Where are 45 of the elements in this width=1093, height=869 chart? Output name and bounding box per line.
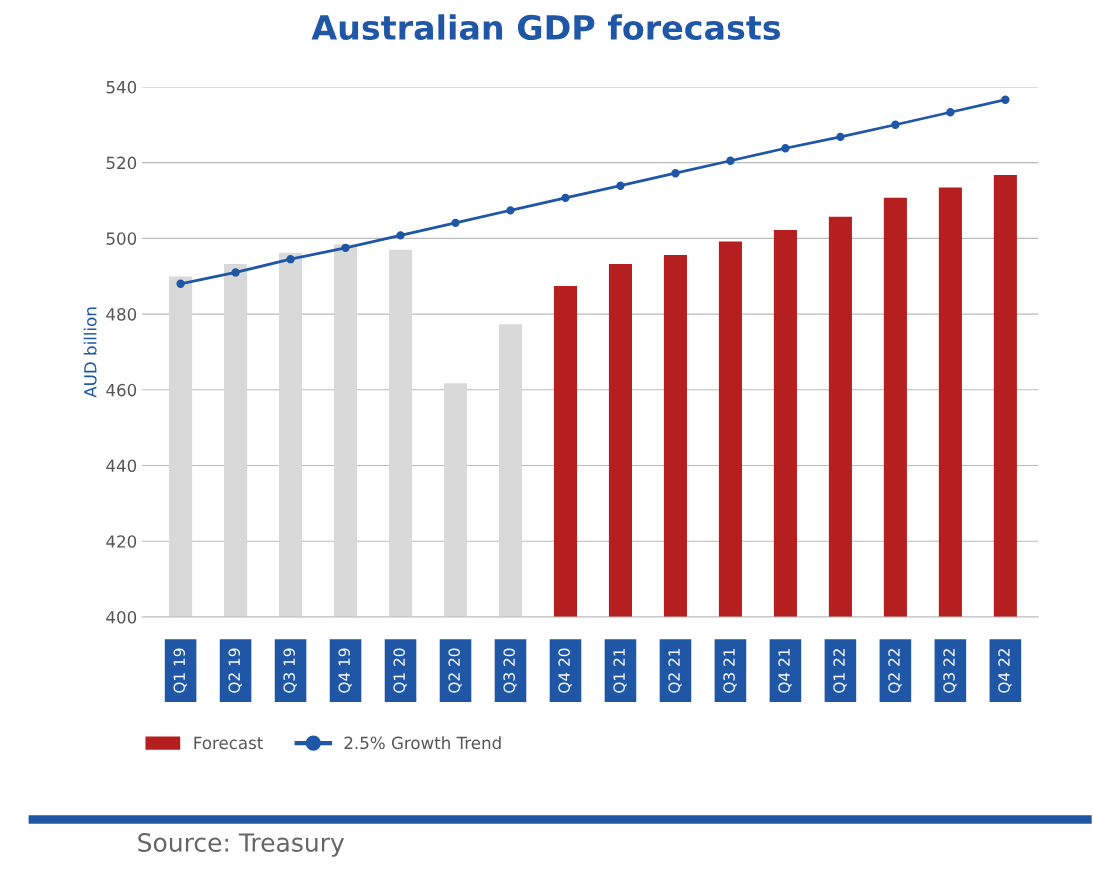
point xyxy=(231,268,240,277)
y-tick-label: 440 xyxy=(106,459,137,473)
chart-title: Australian GDP forecasts xyxy=(311,14,781,41)
x-tick-label: Q2 22 xyxy=(888,649,902,693)
y-tick-label: 480 xyxy=(106,308,137,321)
point xyxy=(286,255,295,264)
point xyxy=(176,279,185,288)
legend-label: 2.5% Growth Trend xyxy=(344,736,501,750)
x-tick-label: Q3 20 xyxy=(503,648,517,693)
point xyxy=(781,144,790,153)
source-note: Source: Treasury xyxy=(138,833,345,857)
x-tick-label: Q3 19 xyxy=(283,648,297,693)
y-tick-label: 500 xyxy=(106,232,137,245)
point xyxy=(341,243,350,252)
point xyxy=(451,218,460,227)
point xyxy=(836,132,845,142)
y-axis-title: AUD billion xyxy=(83,307,97,398)
x-tick-label: Q1 20 xyxy=(393,648,407,693)
y-tick-label: 540 xyxy=(106,80,137,94)
y-tick-label: 460 xyxy=(106,383,137,397)
y-tick-label: 420 xyxy=(106,535,137,548)
x-tick-label: Q3 21 xyxy=(723,648,737,693)
y-tick-label: 520 xyxy=(106,156,137,170)
x-tick-label: Q1 22 xyxy=(833,649,847,693)
x-tick-label: Q2 20 xyxy=(448,648,462,693)
x-tick-label: Q4 19 xyxy=(338,648,352,693)
legend-label: Forecast xyxy=(194,736,263,750)
point xyxy=(561,193,570,203)
x-tick-label: Q2 21 xyxy=(668,648,682,693)
point xyxy=(671,169,680,178)
point xyxy=(1001,95,1010,104)
point xyxy=(396,231,405,240)
x-tick-label: Q4 22 xyxy=(998,649,1012,693)
point xyxy=(616,181,625,190)
y-tick-label: 400 xyxy=(106,610,137,624)
point xyxy=(946,108,955,117)
x-tick-label: Q3 22 xyxy=(943,649,957,693)
x-tick-label: Q4 20 xyxy=(558,648,572,693)
x-tick-label: Q2 19 xyxy=(228,648,242,693)
point xyxy=(506,206,515,215)
x-tick-label: Q1 21 xyxy=(613,648,627,693)
point xyxy=(726,156,735,165)
x-tick-label: Q1 19 xyxy=(173,648,187,693)
point xyxy=(891,120,900,129)
x-tick-label: Q4 21 xyxy=(778,648,792,693)
